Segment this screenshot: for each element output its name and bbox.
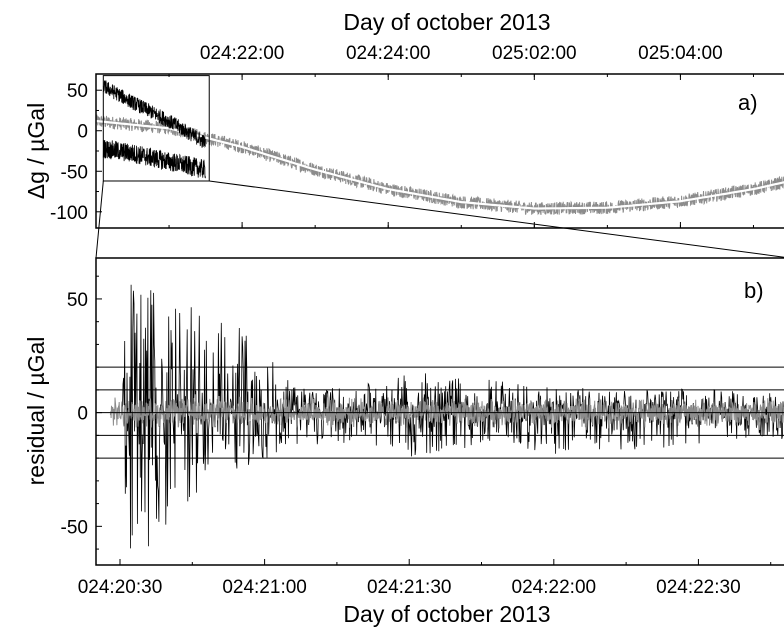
panel-b-tag: b) (744, 278, 764, 303)
panel-b-xticks (119, 559, 772, 565)
panel-b-yticks: 50 0 -50 (61, 275, 102, 550)
panel-b: 500-50 b) residual / µGal 024:20:30 024:2… (23, 257, 784, 627)
panel-a-xtick-label: 024:24:00 (346, 43, 431, 64)
panel-b-ylabel: residual / µGal (23, 337, 49, 486)
panel-b-xtick-label: 024:22:00 (512, 577, 597, 598)
panel-b-reference-lines (96, 366, 784, 459)
panel-b-xtick-label: 024:20:30 (78, 577, 163, 598)
panel-a-ytick-label: -100 (50, 203, 88, 224)
panel-b-ytick-label: -50 (61, 517, 88, 538)
panel-a-black-series-lower (102, 140, 206, 179)
panel-a-gray-series (95, 114, 784, 216)
panel-a-model-line (95, 119, 784, 210)
panel-a-frame (95, 73, 784, 229)
panel-a-yticks: 50 0 -50 -100 (50, 81, 102, 224)
panel-b-xtick-label: 024:22:30 (656, 577, 741, 598)
panel-a-zoom-box (102, 75, 210, 182)
panel-a-ytick-label: 0 (77, 122, 88, 143)
panel-a-xtick-label: 025:02:00 (492, 43, 577, 64)
panel-b-xlabel: Day of october 2013 (343, 601, 550, 627)
panel-a: Day of october 2013 024:22:00 024:24:00 02… (23, 9, 784, 229)
panel-a-black-series-upper (102, 80, 206, 148)
zoom-connector-right (209, 180, 784, 258)
panel-a-data (95, 80, 784, 216)
panel-a-ylabel: Δg / µGal (23, 103, 49, 199)
panel-b-xtick-label: 024:21:00 (222, 577, 307, 598)
panel-b-ytick-label: 0 (77, 404, 88, 425)
panel-b-ytick-label: 50 (67, 290, 88, 311)
panel-a-xtick-label: 024:22:00 (200, 43, 285, 64)
panel-a-xtick-label: 025:04:00 (638, 43, 723, 64)
panel-b-xtick-label: 024:21:30 (367, 577, 452, 598)
panel-a-top-xlabel: Day of october 2013 (343, 9, 550, 35)
panel-b-frame (95, 257, 784, 566)
panel-a-tag: a) (738, 90, 758, 115)
panel-a-xtick-labels: 024:22:00 024:24:00 025:02:00 025:04:00 (200, 43, 723, 64)
panel-b-xtick-labels: 024:20:30 024:21:00 024:21:30 024:22:00 024:… (78, 577, 741, 598)
panel-a-ytick-label: -50 (61, 162, 88, 183)
panel-a-ytick-label: 50 (67, 81, 88, 102)
panel-b-data (109, 284, 784, 549)
zoom-connector-left (95, 180, 104, 259)
panel-b-gray-residuals (109, 396, 784, 429)
